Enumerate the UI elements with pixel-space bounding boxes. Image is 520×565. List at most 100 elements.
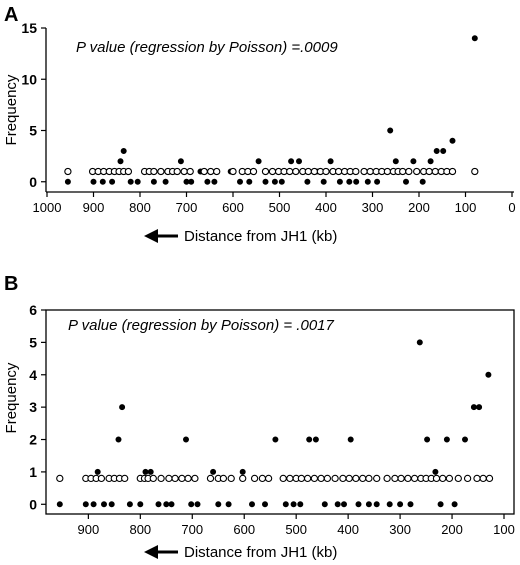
filled-point: [397, 501, 404, 508]
filled-point: [288, 158, 295, 165]
x-tick-label: 600: [233, 522, 255, 537]
filled-point: [278, 178, 285, 185]
filled-point: [64, 178, 71, 185]
filled-point: [327, 158, 334, 165]
filled-point: [119, 404, 126, 411]
open-point: [431, 167, 439, 176]
open-point: [213, 167, 221, 176]
filled-point: [101, 501, 108, 508]
filled-point: [147, 468, 154, 475]
filled-point: [155, 501, 162, 508]
open-point: [339, 474, 347, 483]
y-tick-label: 4: [29, 367, 37, 383]
filled-point: [347, 436, 354, 443]
x-tick-label: 100: [455, 200, 477, 215]
open-point: [322, 167, 330, 176]
filled-point: [261, 501, 268, 508]
open-point: [479, 474, 487, 483]
x-tick-label: 200: [441, 522, 463, 537]
open-point: [268, 167, 277, 176]
filled-point: [108, 501, 115, 508]
open-point: [345, 474, 353, 483]
open-point: [184, 474, 192, 483]
open-point: [331, 474, 339, 483]
x-tick-label: 1000: [33, 200, 62, 215]
open-point: [206, 474, 215, 483]
open-point: [365, 474, 373, 483]
open-point: [171, 474, 179, 483]
filled-point: [127, 178, 134, 185]
filled-point: [485, 371, 492, 378]
panel-b-ylabel: Frequency: [3, 362, 20, 433]
y-tick-label: 3: [29, 399, 37, 415]
open-point: [121, 474, 129, 483]
filled-point: [321, 501, 328, 508]
open-point: [323, 474, 332, 483]
filled-point: [134, 178, 141, 185]
filled-point: [297, 501, 304, 508]
open-point: [250, 474, 259, 483]
filled-point: [94, 468, 101, 475]
open-point: [383, 474, 391, 483]
filled-point: [211, 178, 218, 185]
open-point: [180, 167, 188, 176]
open-point: [200, 167, 208, 176]
y-tick-label: 1: [29, 464, 37, 480]
panel-a: A P value (regression by Poisson) =.0009…: [3, 4, 516, 245]
open-point: [334, 167, 343, 176]
filled-point: [392, 158, 399, 165]
open-point: [448, 167, 457, 176]
x-tick-label: 600: [222, 200, 244, 215]
filled-point: [163, 501, 170, 508]
x-tick-label: 400: [315, 200, 337, 215]
open-point: [292, 167, 300, 176]
open-point: [359, 474, 367, 483]
open-point: [279, 474, 287, 483]
filled-point: [346, 178, 353, 185]
open-point: [310, 167, 319, 176]
filled-point: [182, 436, 189, 443]
open-point: [178, 474, 186, 483]
open-point: [258, 474, 267, 483]
filled-point: [437, 501, 444, 508]
open-point: [286, 167, 294, 176]
open-point: [413, 167, 421, 176]
filled-point: [126, 501, 133, 508]
open-point: [219, 474, 228, 483]
filled-point: [142, 468, 149, 475]
open-point: [56, 474, 64, 483]
filled-point: [162, 178, 169, 185]
y-tick-label: 10: [21, 71, 37, 87]
open-point: [249, 167, 258, 176]
filled-point: [374, 178, 381, 185]
open-point: [404, 474, 412, 483]
y-tick-label: 0: [29, 174, 37, 190]
filled-point: [204, 178, 211, 185]
open-point: [304, 167, 312, 176]
filled-point: [115, 436, 122, 443]
open-point: [303, 474, 312, 483]
filled-point: [387, 127, 394, 134]
filled-point: [470, 404, 477, 411]
open-point: [405, 167, 413, 176]
filled-point: [373, 501, 380, 508]
open-point: [186, 167, 194, 176]
open-point: [425, 167, 433, 176]
open-point: [360, 167, 368, 176]
filled-point: [419, 178, 426, 185]
x-tick-label: 700: [176, 200, 198, 215]
filled-point: [476, 404, 483, 411]
filled-point: [407, 501, 414, 508]
filled-point: [188, 501, 195, 508]
open-point: [173, 167, 181, 176]
open-point: [439, 474, 447, 483]
filled-point: [290, 501, 297, 508]
open-point: [473, 474, 481, 483]
x-tick-label: 800: [129, 200, 151, 215]
filled-point: [90, 178, 97, 185]
filled-point: [239, 468, 246, 475]
open-point: [471, 167, 479, 176]
open-point: [432, 474, 441, 483]
open-point: [157, 474, 165, 483]
panel-a-arrow-left-icon: [144, 229, 158, 243]
